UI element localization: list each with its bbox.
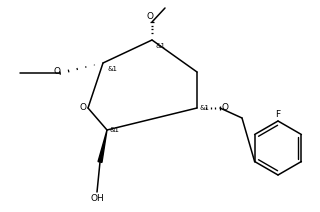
- Text: F: F: [276, 110, 281, 119]
- Text: OH: OH: [90, 194, 104, 203]
- Text: O: O: [221, 102, 228, 112]
- Text: O: O: [54, 67, 61, 77]
- Text: &1: &1: [110, 127, 120, 133]
- Text: &1: &1: [200, 105, 210, 111]
- Text: &1: &1: [108, 66, 118, 72]
- Text: O: O: [79, 103, 86, 113]
- Text: O: O: [147, 12, 154, 21]
- Polygon shape: [98, 130, 107, 162]
- Text: &1: &1: [155, 43, 165, 49]
